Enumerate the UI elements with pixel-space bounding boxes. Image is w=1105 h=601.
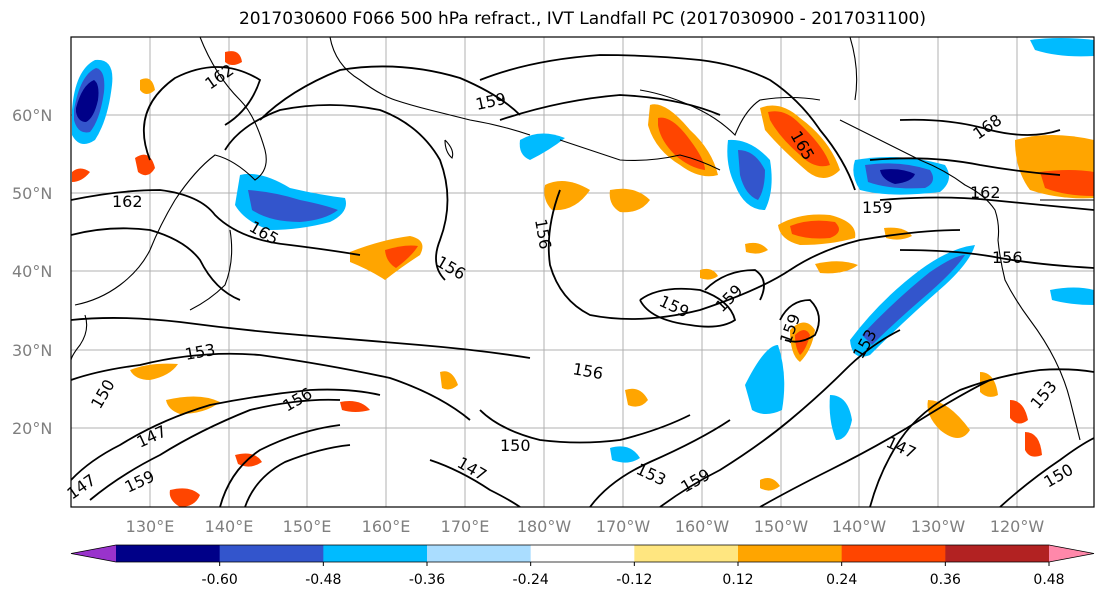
longitude-label: 150°E — [283, 517, 332, 536]
latitude-label: 40°N — [12, 262, 52, 281]
colorbar-outline — [70, 544, 1095, 563]
map-frame — [70, 36, 1095, 508]
colorbar-segment — [634, 545, 739, 562]
colorbar-segment — [427, 545, 532, 562]
colorbar-segment — [738, 545, 843, 562]
ivt-pc-shading — [72, 38, 1094, 507]
colorbar-tick-label: -0.24 — [513, 572, 549, 588]
colorbar-tick-label: 0.24 — [826, 572, 857, 588]
colorbar-segment — [323, 545, 428, 562]
refractivity-contours — [71, 54, 1094, 507]
colorbar-tick-label: -0.36 — [409, 572, 445, 588]
colorbar-tick-label: -0.12 — [616, 572, 652, 588]
colorbar-segment — [219, 545, 324, 562]
colorbar-tick-label: -0.48 — [305, 572, 341, 588]
longitude-label: 160°W — [675, 517, 730, 536]
colorbar-extend-low — [71, 545, 116, 562]
colorbar-tick-label: 0.48 — [1033, 572, 1064, 588]
contour-label: 162 — [112, 192, 143, 211]
latitude-labels: 60°N 50°N 40°N 30°N 20°N — [12, 106, 52, 438]
colorbar-segment — [841, 545, 946, 562]
colorbar — [70, 544, 1095, 563]
longitude-labels: 130°E 140°E 150°E 160°E 170°E 180°W 170°… — [126, 517, 1045, 536]
longitude-label: 180°W — [517, 517, 572, 536]
colorbar-segment — [116, 545, 221, 562]
contour-label: 159 — [862, 198, 893, 217]
latitude-label: 20°N — [12, 419, 52, 438]
contour-label: 156 — [992, 248, 1023, 267]
map-title: 2017030600 F066 500 hPa refract., IVT La… — [238, 9, 926, 29]
colorbar-tick-label: 0.12 — [722, 572, 753, 588]
longitude-label: 160°E — [362, 517, 411, 536]
longitude-label: 150°W — [754, 517, 809, 536]
colorbar-ticks: -0.60 -0.48 -0.36 -0.24 -0.12 0.12 0.24 0.36 0.4… — [202, 562, 1065, 588]
latitude-label: 50°N — [12, 184, 52, 203]
longitude-label: 130°W — [911, 517, 966, 536]
longitude-label: 120°W — [990, 517, 1045, 536]
colorbar-tick-label: 0.36 — [930, 572, 961, 588]
longitude-label: 140°E — [205, 517, 254, 536]
longitude-label: 140°W — [832, 517, 887, 536]
longitude-label: 170°E — [441, 517, 490, 536]
latitude-label: 30°N — [12, 341, 52, 360]
colorbar-segment — [530, 545, 635, 562]
longitude-label: 170°W — [596, 517, 651, 536]
colorbar-segment — [945, 545, 1050, 562]
colorbar-extend-high — [1049, 545, 1094, 562]
longitude-label: 130°E — [126, 517, 175, 536]
colorbar-tick-label: -0.60 — [202, 572, 238, 588]
latitude-label: 60°N — [12, 106, 52, 125]
contour-label: 162 — [970, 183, 1001, 202]
contour-label: 150 — [500, 436, 531, 455]
